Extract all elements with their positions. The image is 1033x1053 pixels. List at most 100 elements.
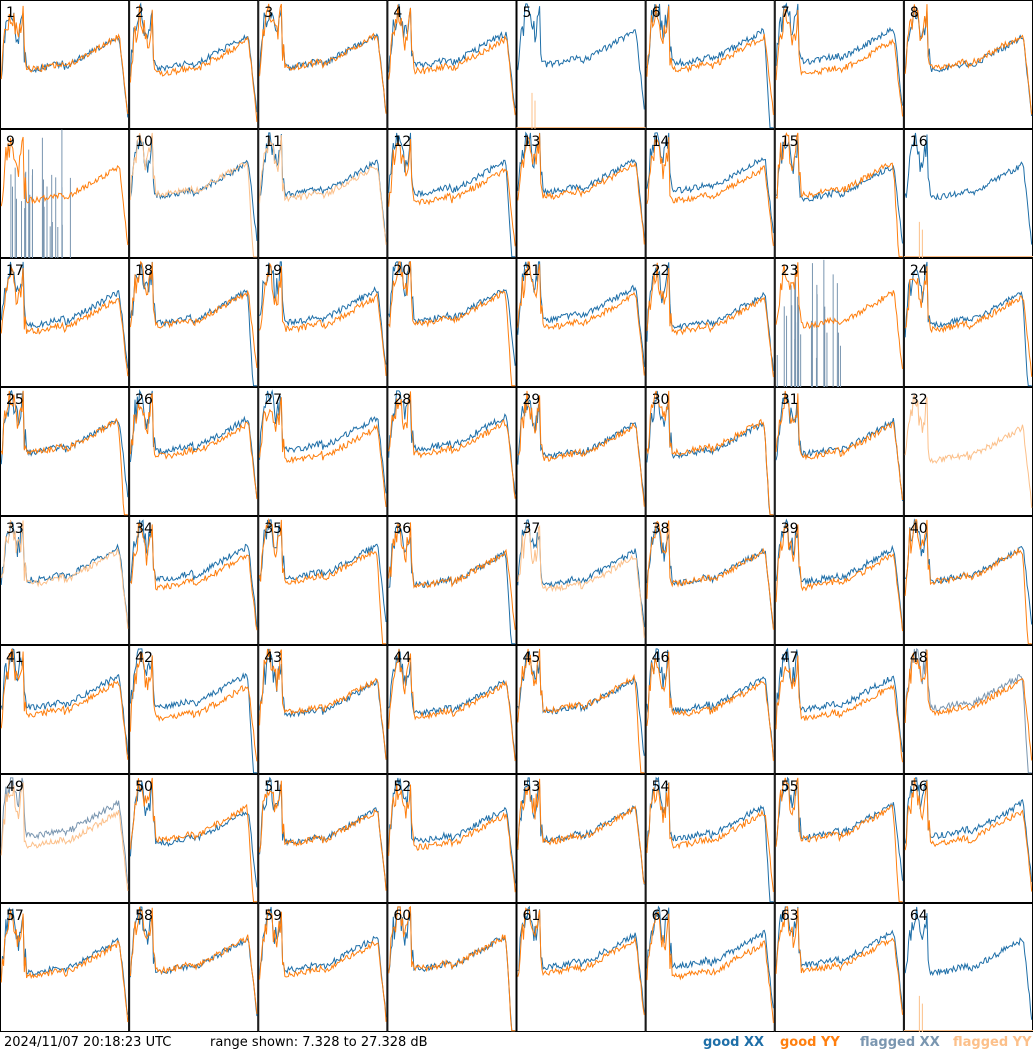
series-xx-48 (904, 647, 1032, 774)
panel-27: 27 (258, 387, 388, 516)
series-yy-47 (775, 655, 904, 763)
series-yy-55 (775, 777, 903, 903)
panel-frame (774, 0, 904, 129)
panel-frame (774, 258, 904, 387)
panel-frame (774, 645, 904, 774)
panel-label: 51 (264, 779, 282, 795)
series-yy-9 (0, 136, 129, 246)
panel-label: 16 (910, 134, 928, 150)
panel-11: 11 (258, 129, 388, 258)
panel-28: 28 (387, 387, 517, 516)
panel-label: 34 (135, 521, 153, 537)
panel-frame (129, 516, 259, 645)
legend-flagged-xx: flagged XX (860, 1035, 940, 1050)
series-yy-7 (775, 8, 904, 117)
panel-label: 37 (523, 521, 541, 537)
panel-frame (0, 0, 130, 129)
series-xx-49 (0, 777, 129, 884)
series-xx-24 (904, 261, 1032, 387)
panel-33: 33 (0, 516, 130, 645)
series-xx-37 (517, 519, 645, 628)
series-yy-4 (388, 4, 516, 116)
series-xx-46 (646, 648, 774, 758)
series-xx-54 (646, 776, 774, 903)
panel-59: 59 (258, 903, 388, 1032)
timestamp: 2024/11/07 20:18:23 UTC (4, 1035, 172, 1050)
panel-frame (258, 516, 388, 645)
panel-label: 5 (523, 5, 532, 21)
panel-2: 2 (129, 0, 259, 129)
panel-label: 60 (393, 908, 411, 924)
panel-24: 24 (903, 258, 1033, 387)
panel-38: 38 (645, 516, 775, 645)
series-xx-64 (904, 906, 1033, 1020)
panel-23: 23 (774, 258, 904, 387)
panel-3: 3 (258, 0, 388, 129)
series-xx-16 (904, 132, 1033, 245)
panel-34: 34 (129, 516, 259, 645)
series-yy-15 (775, 131, 903, 258)
panel-10: 10 (129, 129, 259, 258)
series-yy-30 (646, 390, 774, 516)
panel-22: 22 (645, 258, 775, 387)
panel-label: 43 (264, 650, 282, 666)
panel-55: 55 (774, 774, 904, 903)
panel-label: 44 (393, 650, 411, 666)
series-yy-63 (775, 906, 904, 1015)
panel-20: 20 (387, 258, 517, 387)
panel-4: 4 (387, 0, 517, 129)
panel-41: 41 (0, 645, 130, 774)
series-xx-21 (517, 261, 645, 368)
panel-15: 15 (774, 129, 904, 258)
series-xx-56 (904, 777, 1033, 883)
panel-label: 14 (652, 134, 670, 150)
series-yy-46 (646, 651, 774, 761)
series-yy-54 (646, 782, 774, 892)
panel-5: 5 (516, 0, 646, 129)
panel-12: 12 (387, 129, 517, 258)
series-xx-19 (259, 261, 387, 365)
series-yy-56 (904, 777, 1033, 892)
panel-label: 62 (652, 908, 670, 924)
series-yy-23 (775, 262, 904, 369)
panel-50: 50 (129, 774, 259, 903)
panel-62: 62 (645, 903, 775, 1032)
legend-good-yy: good YY (780, 1035, 840, 1050)
panel-44: 44 (387, 645, 517, 774)
panel-label: 33 (6, 521, 24, 537)
panel-label: 9 (6, 134, 15, 150)
panel-label: 55 (781, 779, 799, 795)
panel-label: 56 (910, 779, 928, 795)
series-yy-25 (0, 390, 128, 516)
panel-label: 42 (135, 650, 153, 666)
panel-label: 31 (781, 392, 799, 408)
panel-8: 8 (903, 0, 1033, 129)
panel-label: 40 (910, 521, 928, 537)
panel-label: 20 (393, 263, 411, 279)
series-yy-11 (259, 135, 387, 245)
panel-label: 22 (652, 263, 670, 279)
series-yy-29 (517, 390, 645, 507)
series-xx-7 (775, 2, 904, 106)
range-label: range shown: 7.328 to 27.328 dB (210, 1035, 428, 1050)
series-xx-45 (517, 651, 645, 756)
series-yy-36 (388, 522, 516, 630)
series-xx-2 (129, 2, 258, 113)
series-xx-5 (517, 3, 645, 110)
panel-1: 1 (0, 0, 130, 129)
series-yy-45 (517, 648, 645, 774)
panel-label: 8 (910, 5, 919, 21)
panel-35: 35 (258, 516, 388, 645)
series-yy-24 (904, 266, 1033, 377)
panel-18: 18 (129, 258, 259, 387)
panel-42: 42 (129, 645, 259, 774)
series-yy-59 (259, 908, 387, 1022)
panel-label: 52 (393, 779, 411, 795)
panel-label: 41 (6, 650, 24, 666)
panel-label: 28 (393, 392, 411, 408)
panel-label: 63 (781, 908, 799, 924)
panel-frame (903, 774, 1033, 903)
panel-label: 23 (781, 263, 799, 279)
panel-40: 40 (903, 516, 1033, 645)
panel-29: 29 (516, 387, 646, 516)
